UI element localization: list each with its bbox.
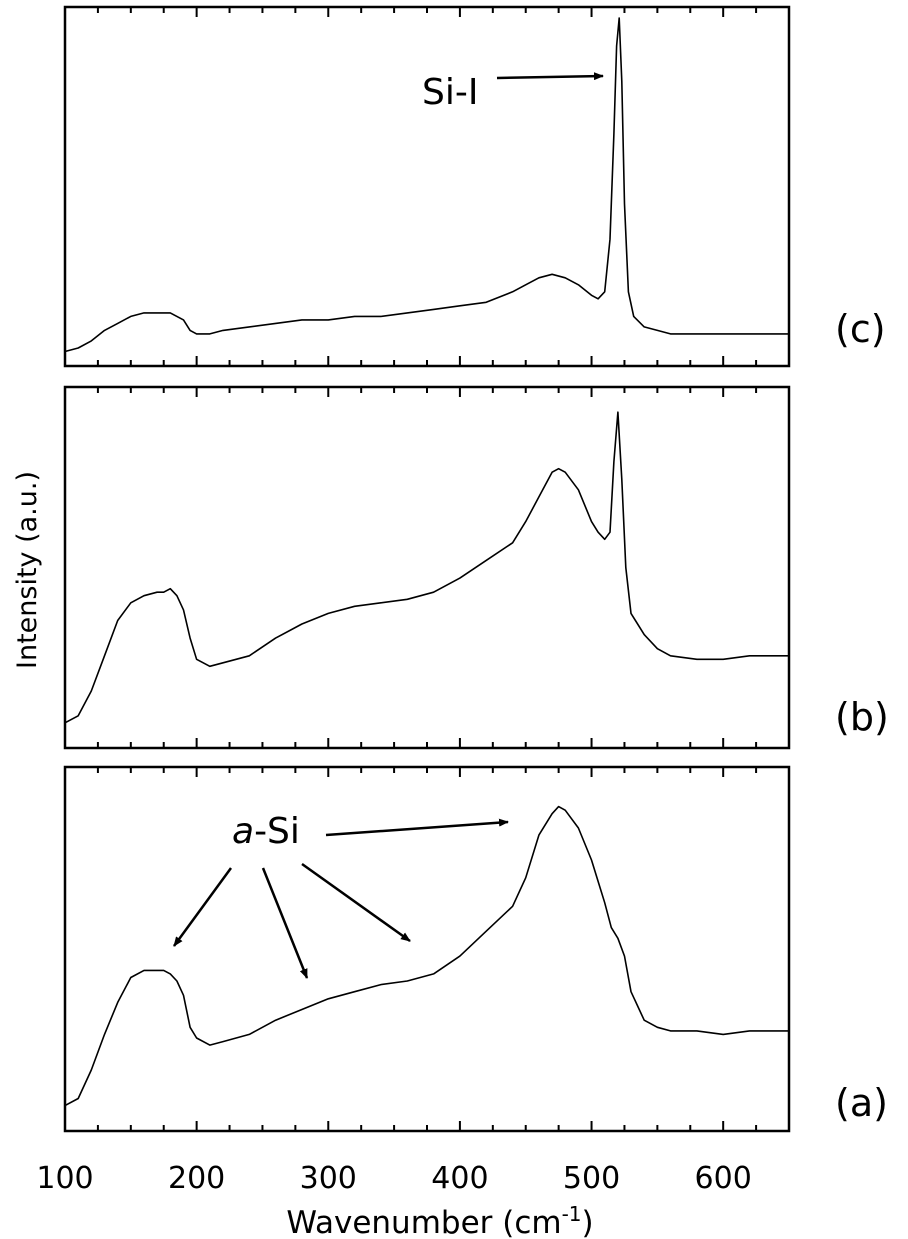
x-tick-label: 300	[300, 1161, 357, 1196]
spectrum-line	[64, 411, 789, 724]
annotation-a-si-italic: a	[232, 811, 254, 852]
x-axis-title: Wavenumber (cm-1)	[286, 1202, 593, 1239]
panel-a: (a)	[63, 765, 888, 1133]
x-axis-title-superscript: -1	[562, 1202, 582, 1226]
x-tick-label: 500	[563, 1161, 620, 1196]
plot-frame	[63, 385, 791, 750]
arrow-si-i	[496, 72, 604, 81]
x-tick-label: 200	[168, 1161, 225, 1196]
panel-label: (a)	[835, 1081, 888, 1125]
x-tick-label: 600	[695, 1161, 752, 1196]
x-tick-label: 400	[431, 1161, 488, 1196]
x-tick-labels: 100 200 300 400 500 600	[36, 1161, 751, 1196]
panels-group: (c) (b) (a)	[63, 5, 889, 1133]
arrow-a-si-main-peak	[325, 818, 509, 837]
arrow-a-si-low-peak	[172, 867, 233, 947]
panel-label: (b)	[835, 695, 889, 739]
arrow-a-si-shoulder	[301, 862, 411, 943]
x-tick-label: 100	[36, 1161, 93, 1196]
plot-frame	[63, 765, 791, 1133]
arrow-a-si-mid	[261, 867, 309, 979]
panel-b: (b)	[63, 385, 889, 750]
annotation-a-si: a-Si	[232, 811, 300, 852]
y-axis-title: Intensity (a.u.)	[12, 471, 43, 669]
spectrum-line	[64, 17, 789, 353]
annotation-si-i: Si-I	[422, 72, 478, 113]
plot-frame	[63, 5, 791, 368]
spectrum-line	[64, 805, 789, 1107]
panel-label: (c)	[835, 307, 886, 351]
panel-c: (c)	[63, 5, 886, 368]
